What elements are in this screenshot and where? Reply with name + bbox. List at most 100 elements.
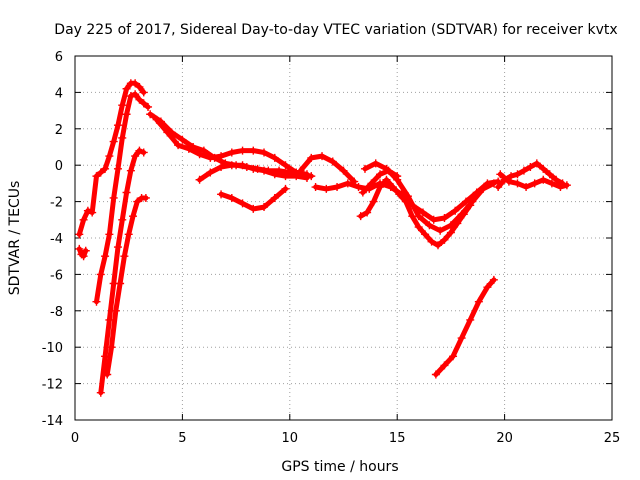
series-arc-13 — [356, 175, 475, 250]
data-point — [83, 206, 92, 215]
y-tick-label: 0 — [55, 159, 63, 174]
data-point — [393, 172, 402, 181]
data-point — [118, 215, 127, 224]
data-point — [249, 146, 258, 155]
data-point — [227, 148, 236, 157]
series-trace — [298, 153, 357, 185]
data-point — [322, 184, 331, 193]
data-point — [545, 170, 554, 179]
series-trace — [358, 177, 473, 248]
data-point — [513, 170, 522, 179]
series-arc-10 — [296, 152, 359, 186]
data-point — [333, 183, 342, 192]
data-point — [388, 183, 397, 192]
data-point — [107, 343, 116, 352]
data-point — [92, 297, 101, 306]
data-point — [238, 146, 247, 155]
data-point — [139, 99, 148, 108]
data-point — [79, 215, 88, 224]
data-point — [395, 190, 404, 199]
data-point — [118, 101, 127, 110]
data-point — [530, 179, 539, 188]
series-arc-9 — [217, 184, 290, 213]
data-point — [440, 361, 449, 370]
data-point — [328, 157, 337, 166]
y-tick-label: -10 — [42, 341, 63, 356]
data-point — [135, 82, 144, 91]
data-point — [466, 201, 475, 210]
data-point — [206, 168, 215, 177]
data-point — [174, 141, 183, 150]
data-point — [440, 213, 449, 222]
data-point — [418, 208, 427, 217]
series-arc-1 — [75, 79, 148, 239]
data-point — [126, 166, 135, 175]
data-point — [101, 164, 110, 173]
data-point — [408, 212, 417, 221]
data-point — [111, 306, 120, 315]
y-axis-label: SDTVAR / TECUs — [7, 181, 23, 296]
data-point — [367, 179, 376, 188]
data-point — [552, 175, 561, 184]
x-tick-label: 25 — [604, 431, 621, 446]
data-point — [459, 210, 468, 219]
data-point — [292, 172, 301, 181]
data-point — [421, 230, 430, 239]
data-point — [163, 128, 172, 137]
data-point — [122, 84, 131, 93]
data-point — [360, 164, 369, 173]
data-point — [195, 175, 204, 184]
data-point — [401, 197, 410, 206]
series-arc-15 — [431, 275, 498, 379]
data-point — [146, 110, 155, 119]
series-arc-12 — [360, 159, 498, 235]
data-point — [382, 175, 391, 184]
data-point — [118, 133, 127, 142]
y-tick-label: 2 — [55, 123, 63, 138]
data-point — [260, 166, 269, 175]
data-point — [302, 173, 311, 182]
series-arc-5 — [75, 244, 90, 261]
series-trace — [433, 277, 497, 377]
data-point — [249, 164, 258, 173]
data-point — [371, 159, 380, 168]
data-point — [103, 370, 112, 379]
data-point — [556, 183, 565, 192]
series-arc-2 — [92, 90, 153, 306]
data-point — [270, 170, 279, 179]
data-point — [562, 181, 571, 190]
data-point — [453, 219, 462, 228]
data-point — [522, 183, 531, 192]
data-point — [270, 193, 279, 202]
data-point — [195, 150, 204, 159]
data-point — [504, 177, 513, 186]
data-point — [113, 164, 122, 173]
data-point — [135, 146, 144, 155]
x-tick-label: 20 — [496, 431, 513, 446]
data-point — [354, 183, 363, 192]
x-tick-label: 5 — [178, 431, 186, 446]
data-series — [75, 79, 571, 397]
series-arc-3 — [96, 146, 148, 397]
data-point — [249, 204, 258, 213]
data-point — [532, 159, 541, 168]
data-point — [139, 148, 148, 157]
x-axis-label: GPS time / hours — [281, 459, 398, 475]
data-point — [120, 252, 129, 261]
data-point — [144, 102, 153, 111]
data-point — [96, 270, 105, 279]
data-point — [539, 164, 548, 173]
data-point — [339, 166, 348, 175]
y-tick-label: -6 — [50, 268, 63, 283]
data-point — [436, 226, 445, 235]
data-point — [376, 183, 385, 192]
data-point — [513, 179, 522, 188]
data-point — [519, 166, 528, 175]
data-point — [449, 352, 458, 361]
data-point — [311, 183, 320, 192]
data-point — [483, 283, 492, 292]
series-arc-7 — [152, 115, 311, 179]
series-trace — [104, 195, 149, 377]
data-point — [105, 230, 114, 239]
data-point — [358, 188, 367, 197]
